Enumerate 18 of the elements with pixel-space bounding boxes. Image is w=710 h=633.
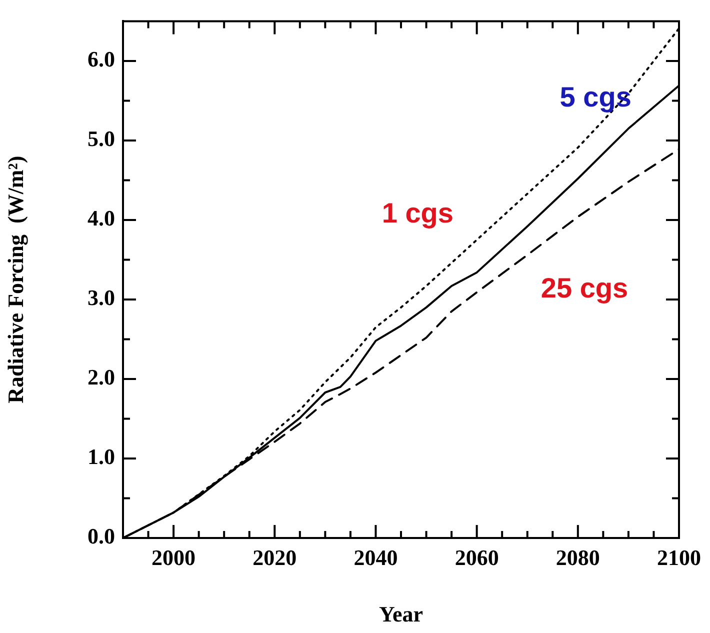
y-tick-label: 4.0 [88,206,115,231]
y-tick-label: 3.0 [88,285,115,310]
x-tick-label: 2080 [556,544,600,570]
y-tick-label: 0.0 [88,524,115,549]
x-tick-label: 2040 [354,544,398,570]
y-axis-title: Radiative Forcing (W/m²) [2,156,28,404]
x-axis-title: Year [379,601,424,626]
annotation: 1 cgs [382,198,454,229]
annotation: 25 cgs [540,272,628,304]
annotation: 5 cgs [560,81,632,112]
x-tick-label: 2100 [657,544,701,570]
y-tick-label: 2.0 [88,364,115,390]
y-tick-label: 1.0 [88,444,115,470]
x-tick-label: 2000 [152,544,196,570]
y-tick-label: 5.0 [88,126,115,152]
y-tick-label: 6.0 [88,46,115,72]
x-tick-label: 2060 [454,544,499,570]
x-tick-label: 2020 [252,544,297,570]
